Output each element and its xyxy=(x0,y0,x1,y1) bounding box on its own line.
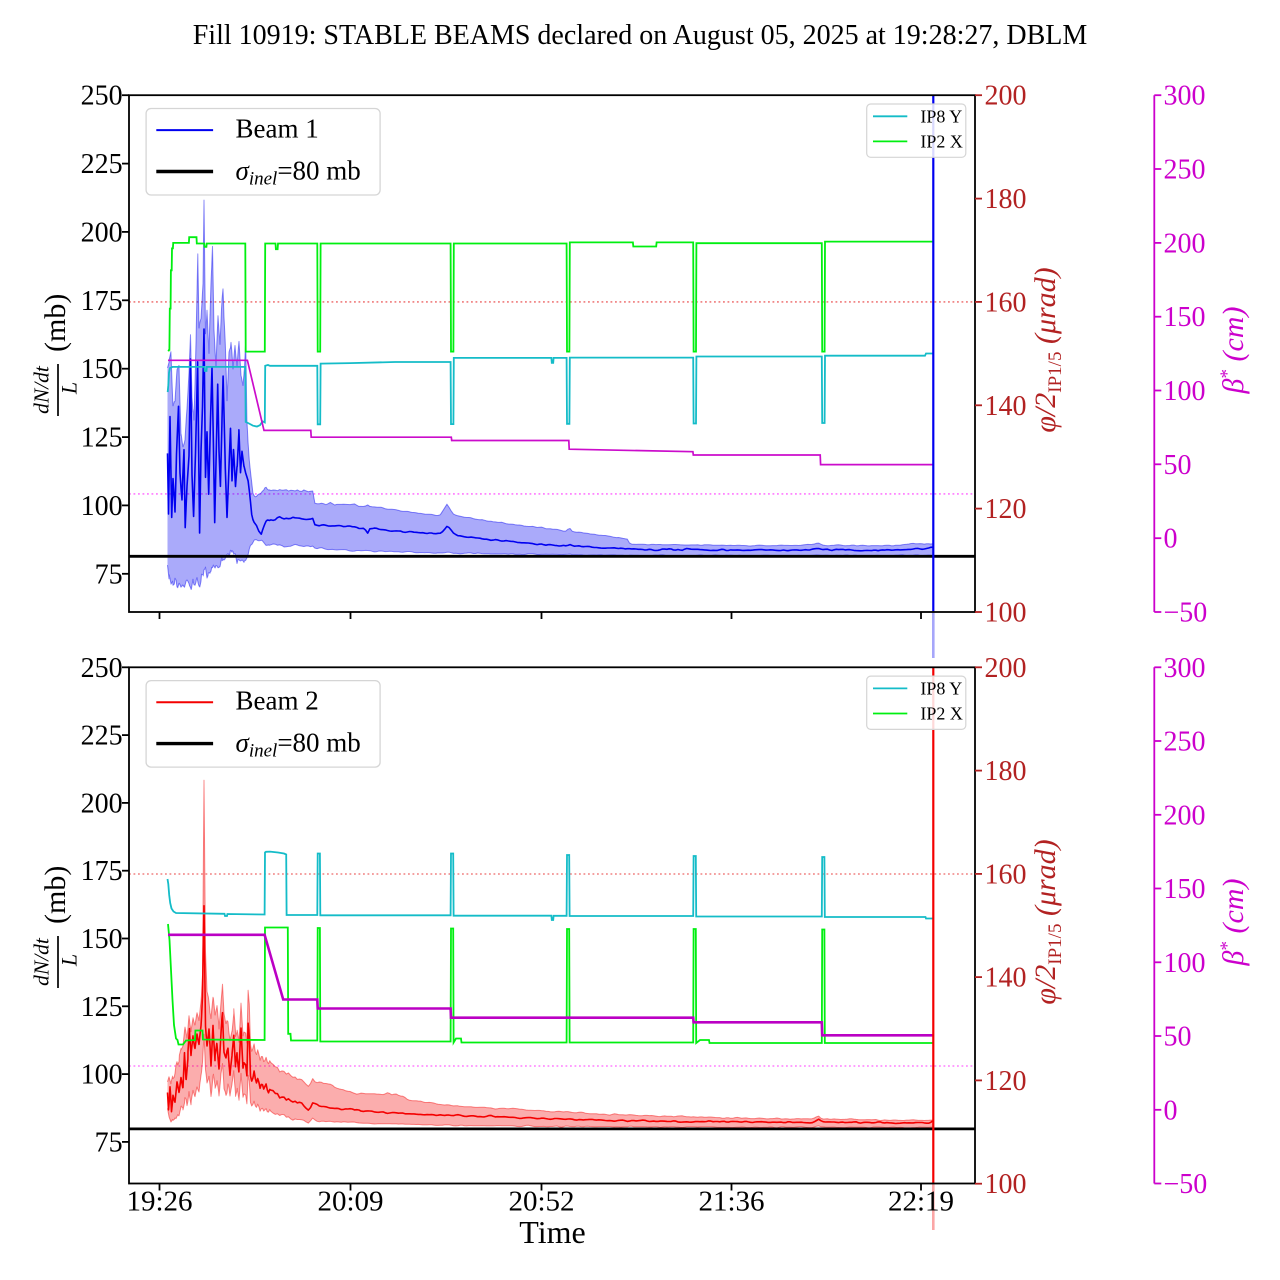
svg-text:β* (cm): β* (cm) xyxy=(1217,879,1250,967)
svg-text:200: 200 xyxy=(985,653,1027,684)
svg-text:21:36: 21:36 xyxy=(698,1186,764,1218)
svg-text:22:19: 22:19 xyxy=(888,1186,954,1218)
svg-text:120: 120 xyxy=(985,494,1027,525)
svg-text:225: 225 xyxy=(81,149,123,180)
svg-text:100: 100 xyxy=(985,598,1027,629)
svg-text:150: 150 xyxy=(81,924,123,955)
svg-text:(mb): (mb) xyxy=(39,294,72,352)
svg-text:175: 175 xyxy=(81,286,123,317)
svg-text:100: 100 xyxy=(1164,376,1206,407)
svg-text:200: 200 xyxy=(985,81,1027,112)
svg-text:IP2 X: IP2 X xyxy=(920,704,963,724)
svg-text:IP8 Y: IP8 Y xyxy=(920,678,962,698)
svg-text:200: 200 xyxy=(81,788,123,819)
svg-text:20:52: 20:52 xyxy=(508,1186,574,1218)
svg-text:75: 75 xyxy=(95,1127,123,1158)
svg-text:140: 140 xyxy=(985,963,1027,994)
svg-text:(mb): (mb) xyxy=(39,866,72,924)
svg-text:250: 250 xyxy=(1164,155,1206,186)
svg-text:125: 125 xyxy=(81,992,123,1023)
svg-text:IP2 X: IP2 X xyxy=(920,131,963,151)
svg-text:50: 50 xyxy=(1164,450,1192,481)
svg-text:200: 200 xyxy=(1164,228,1206,259)
svg-text:150: 150 xyxy=(1164,874,1206,905)
svg-text:140: 140 xyxy=(985,391,1027,422)
svg-text:100: 100 xyxy=(985,1169,1027,1200)
svg-text:Time: Time xyxy=(519,1214,585,1250)
svg-text:125: 125 xyxy=(81,423,123,454)
svg-text:250: 250 xyxy=(1164,727,1206,758)
svg-text:160: 160 xyxy=(985,287,1027,318)
svg-text:160: 160 xyxy=(985,859,1027,890)
svg-text:150: 150 xyxy=(81,354,123,385)
svg-text:IP8 Y: IP8 Y xyxy=(920,106,962,126)
svg-text:L: L xyxy=(57,382,82,395)
svg-text:200: 200 xyxy=(81,217,123,248)
svg-text:φ/2IP1/5 (μrad): φ/2IP1/5 (μrad) xyxy=(1029,839,1066,1004)
svg-text:100: 100 xyxy=(1164,948,1206,979)
svg-text:Beam 1: Beam 1 xyxy=(236,114,319,144)
svg-text:19:26: 19:26 xyxy=(126,1186,192,1218)
svg-text:75: 75 xyxy=(95,559,123,590)
svg-text:200: 200 xyxy=(1164,800,1206,831)
svg-text:50: 50 xyxy=(1164,1022,1192,1053)
svg-text:φ/2IP1/5 (μrad): φ/2IP1/5 (μrad) xyxy=(1029,267,1066,432)
svg-text:120: 120 xyxy=(985,1066,1027,1097)
svg-text:100: 100 xyxy=(81,1060,123,1091)
svg-text:100: 100 xyxy=(81,491,123,522)
svg-text:Fill 10919: STABLE BEAMS decla: Fill 10919: STABLE BEAMS declared on Aug… xyxy=(193,20,1088,51)
svg-text:−50: −50 xyxy=(1164,598,1208,629)
svg-text:250: 250 xyxy=(81,653,123,684)
svg-text:300: 300 xyxy=(1164,81,1206,112)
svg-text:0: 0 xyxy=(1164,524,1178,555)
svg-text:Beam 2: Beam 2 xyxy=(236,686,319,716)
svg-text:250: 250 xyxy=(81,81,123,112)
svg-text:dN/dt: dN/dt xyxy=(30,937,54,986)
svg-text:175: 175 xyxy=(81,856,123,887)
svg-text:σinel=80 mb: σinel=80 mb xyxy=(236,727,361,761)
svg-text:σinel=80 mb: σinel=80 mb xyxy=(236,155,361,189)
svg-text:L: L xyxy=(57,954,82,967)
svg-text:150: 150 xyxy=(1164,302,1206,333)
svg-text:180: 180 xyxy=(985,756,1027,787)
svg-text:225: 225 xyxy=(81,721,123,752)
svg-text:β* (cm): β* (cm) xyxy=(1217,307,1250,395)
svg-text:dN/dt: dN/dt xyxy=(30,365,54,414)
svg-text:20:09: 20:09 xyxy=(317,1186,383,1218)
svg-text:0: 0 xyxy=(1164,1095,1178,1126)
svg-text:180: 180 xyxy=(985,184,1027,215)
svg-text:300: 300 xyxy=(1164,653,1206,684)
svg-text:−50: −50 xyxy=(1164,1169,1208,1200)
